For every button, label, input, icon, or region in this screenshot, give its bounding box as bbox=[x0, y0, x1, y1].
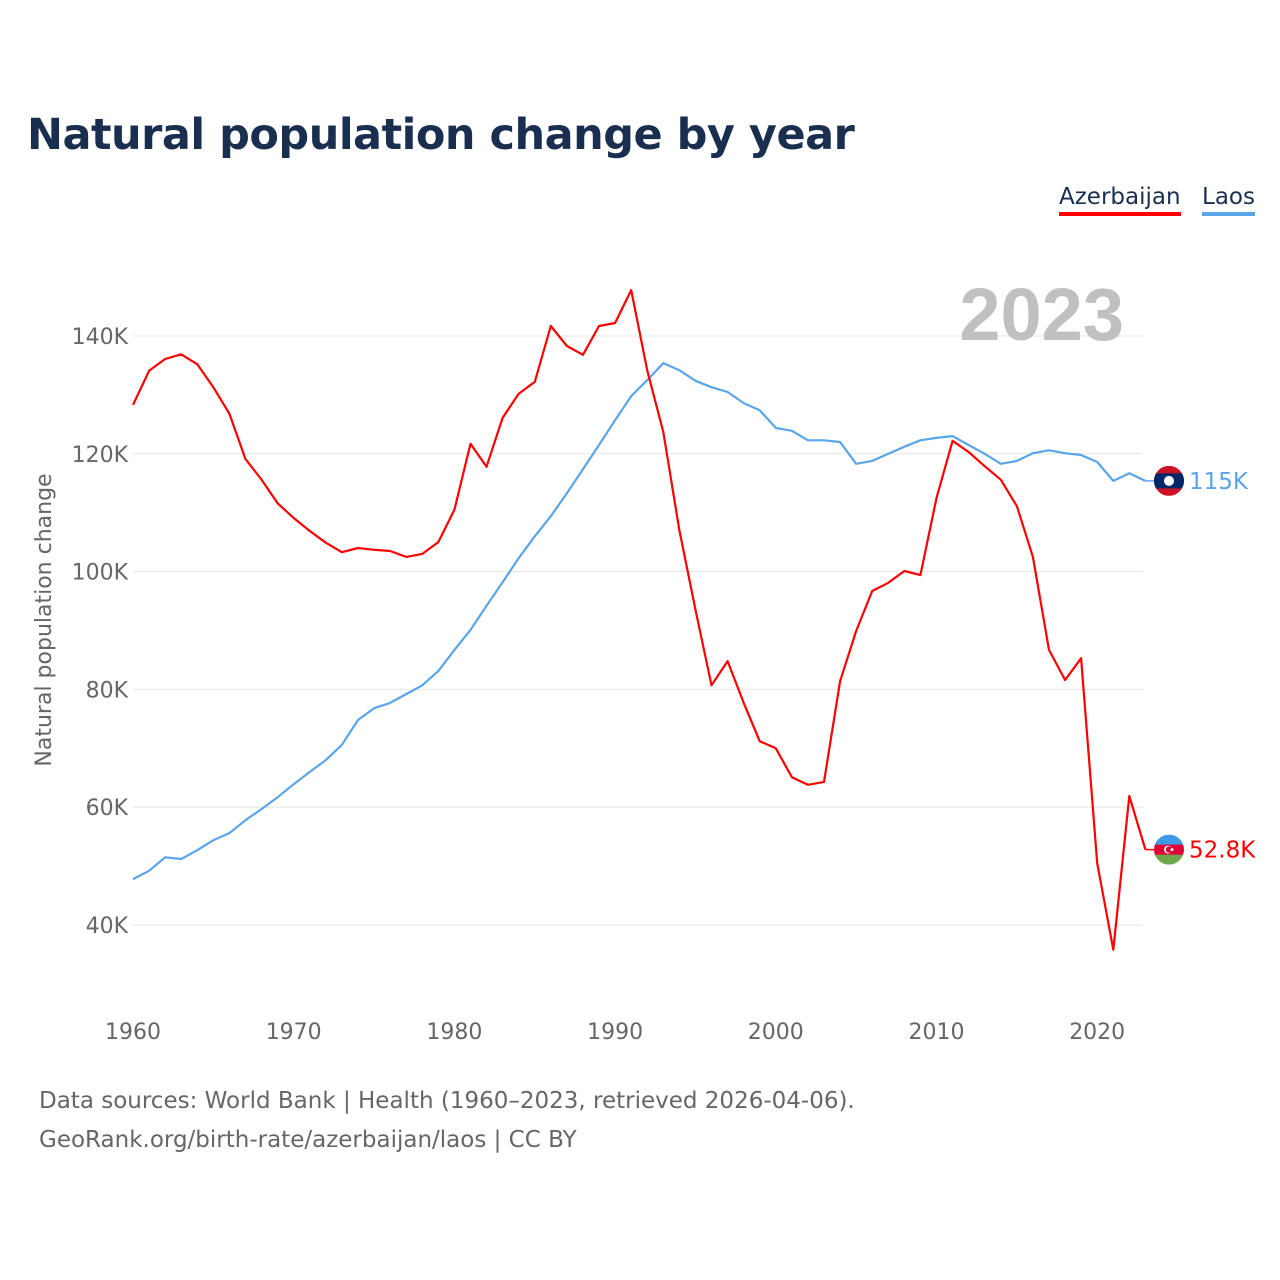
x-tick-label: 2010 bbox=[909, 1020, 965, 1045]
y-axis-label: Natural population change bbox=[32, 473, 57, 766]
x-tick-label: 1980 bbox=[426, 1020, 482, 1045]
flag-body bbox=[1154, 465, 1184, 496]
azerbaijan-flag-icon bbox=[1154, 834, 1184, 865]
x-tick-label: 1970 bbox=[266, 1020, 322, 1045]
y-tick-label: 100K bbox=[72, 561, 129, 586]
series-line-azerbaijan bbox=[132, 289, 1147, 951]
x-tick-label: 2000 bbox=[748, 1020, 804, 1045]
series-line-laos bbox=[132, 362, 1146, 881]
x-tick-label: 1960 bbox=[105, 1020, 161, 1045]
y-tick-label: 40K bbox=[86, 914, 129, 939]
y-tick-label: 140K bbox=[72, 325, 129, 350]
x-tick-label: 1990 bbox=[587, 1020, 643, 1045]
laos-flag-icon bbox=[1154, 465, 1184, 496]
flag-green bbox=[1154, 854, 1184, 865]
flag-moon bbox=[1164, 475, 1174, 486]
footer-sources: Data sources: World Bank | Health (1960–… bbox=[39, 1088, 855, 1114]
flag-blue bbox=[1154, 834, 1184, 846]
x-tick-label: 2020 bbox=[1069, 1020, 1125, 1045]
legend-laos[interactable]: Laos bbox=[1202, 184, 1255, 216]
end-value-label: 115K bbox=[1189, 469, 1249, 495]
chart-title: Natural population change by year bbox=[27, 110, 855, 160]
legend-azerbaijan[interactable]: Azerbaijan bbox=[1059, 184, 1181, 216]
flag-star bbox=[1170, 848, 1174, 852]
flag-crescent-cut bbox=[1165, 846, 1173, 853]
end-value-label: 52.8K bbox=[1189, 838, 1256, 864]
flag-body bbox=[1154, 834, 1184, 865]
y-tick-label: 80K bbox=[86, 678, 129, 703]
year-watermark: 2023 bbox=[959, 273, 1124, 356]
footer-link[interactable]: GeoRank.org/birth-rate/azerbaijan/laos |… bbox=[39, 1127, 577, 1153]
y-tick-label: 60K bbox=[86, 796, 129, 821]
y-tick-label: 120K bbox=[72, 443, 129, 468]
